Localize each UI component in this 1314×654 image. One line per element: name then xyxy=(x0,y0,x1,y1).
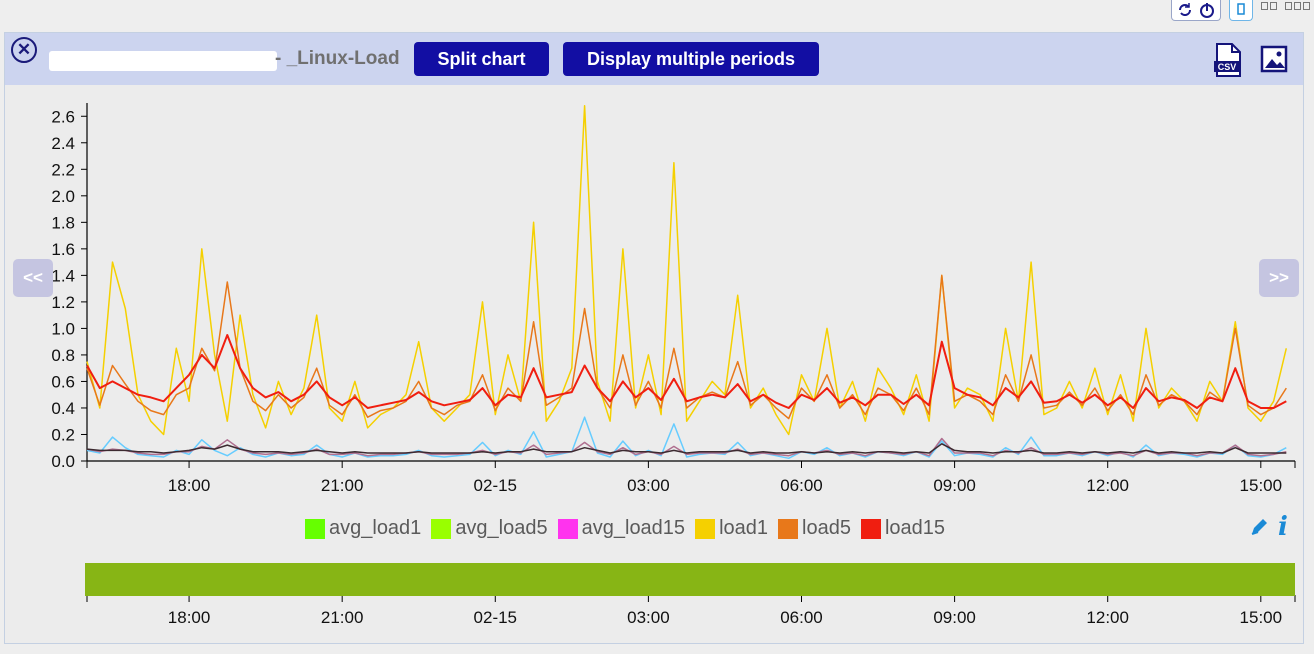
previous-period-button[interactable]: << xyxy=(13,259,53,297)
x-tick-label: 03:00 xyxy=(627,476,670,495)
two-column-layout-icon[interactable] xyxy=(1261,0,1277,10)
legend-item-load5[interactable]: load5 xyxy=(778,517,851,540)
legend-item-load15[interactable]: load15 xyxy=(860,517,945,540)
csv-export-icon[interactable]: CSV xyxy=(1213,43,1243,77)
overview-x-tick-label: 06:00 xyxy=(780,608,823,627)
chart-panel: ✕ - _Linux-Load Split chart Display mult… xyxy=(4,32,1304,644)
y-tick-label: 2.6 xyxy=(51,107,75,126)
legend-swatch xyxy=(431,518,452,539)
y-tick-label: 1.0 xyxy=(51,319,75,338)
y-tick-label: 0.0 xyxy=(51,452,75,471)
y-tick-label: 1.6 xyxy=(51,240,75,259)
y-tick-label: 0.2 xyxy=(51,425,75,444)
edit-pen-icon[interactable] xyxy=(1248,516,1270,538)
overview-x-tick-label: 09:00 xyxy=(933,608,976,627)
legend-item-avg_load1[interactable]: avg_load1 xyxy=(305,517,421,540)
power-icon[interactable] xyxy=(1198,1,1216,19)
overview-range-bar[interactable] xyxy=(85,563,1295,596)
next-period-button[interactable]: >> xyxy=(1259,259,1299,297)
x-tick-label: 21:00 xyxy=(321,476,364,495)
chart-tools: i xyxy=(1248,512,1288,542)
legend-label: avg_load5 xyxy=(455,517,548,539)
legend-swatch xyxy=(305,518,325,539)
refresh-icon[interactable] xyxy=(1176,1,1194,19)
top-toolbar xyxy=(1171,0,1310,22)
overview-x-tick-label: 15:00 xyxy=(1240,608,1283,627)
series-line-avg_load5 xyxy=(86,437,1287,457)
legend-swatch xyxy=(778,518,798,539)
legend-swatch xyxy=(695,518,716,539)
x-tick-label: 02-15 xyxy=(474,476,517,495)
legend-label: load15 xyxy=(884,517,945,539)
legend-item-avg_load15[interactable]: avg_load15 xyxy=(557,517,686,540)
x-tick-label: 12:00 xyxy=(1086,476,1129,495)
y-tick-label: 1.4 xyxy=(51,266,75,285)
legend-swatch xyxy=(860,518,881,539)
redacted-hostname xyxy=(49,51,277,71)
y-tick-label: 0.8 xyxy=(51,346,75,365)
csv-label: CSV xyxy=(1218,62,1237,72)
legend-label: load5 xyxy=(802,517,851,539)
x-tick-label: 09:00 xyxy=(933,476,976,495)
x-tick-label: 06:00 xyxy=(780,476,823,495)
refresh-power-group xyxy=(1171,0,1221,21)
legend-swatch xyxy=(557,518,578,539)
overview-x-tick-label: 03:00 xyxy=(627,608,670,627)
x-tick-label: 15:00 xyxy=(1240,476,1283,495)
overview-x-tick-label: 21:00 xyxy=(321,608,364,627)
overview-x-tick-label: 18:00 xyxy=(168,608,211,627)
single-layout-button[interactable] xyxy=(1229,0,1253,21)
series-line-avg_load15 xyxy=(86,443,1287,454)
series-line-avg_load1 xyxy=(86,416,1287,460)
panel-header: ✕ - _Linux-Load Split chart Display mult… xyxy=(5,33,1303,85)
overview-x-tick-label: 02-15 xyxy=(474,608,517,627)
load-chart: 0.0 0.2 0.4 0.6 0.8 1.0 1.2 1.4 1.6 1.8 2.0 2.2 2.4 2… xyxy=(51,103,1296,627)
x-tick-label: 18:00 xyxy=(168,476,211,495)
y-tick-label: 2.0 xyxy=(51,187,75,206)
series-line-load15 xyxy=(86,334,1287,409)
info-icon[interactable]: i xyxy=(1278,512,1288,542)
y-tick-label: 1.8 xyxy=(51,213,75,232)
close-icon[interactable]: ✕ xyxy=(11,37,37,63)
single-layout-icon xyxy=(1237,3,1245,15)
image-export-icon[interactable] xyxy=(1259,44,1289,74)
y-tick-label: 2.2 xyxy=(51,160,75,179)
chart-legend: avg_load1 avg_load5 avg_load15 load1 load5 lo… xyxy=(305,517,955,540)
panel-title: - _Linux-Load xyxy=(275,48,400,69)
three-column-layout-icon[interactable] xyxy=(1285,0,1310,10)
y-tick-label: 1.2 xyxy=(51,293,75,312)
overview-x-tick-label: 12:00 xyxy=(1086,608,1129,627)
legend-label: load1 xyxy=(719,517,768,539)
y-tick-label: 0.6 xyxy=(51,372,75,391)
y-tick-label: 0.4 xyxy=(51,399,75,418)
legend-label: avg_load1 xyxy=(329,517,422,539)
legend-item-avg_load5[interactable]: avg_load5 xyxy=(431,517,548,540)
legend-item-load1[interactable]: load1 xyxy=(695,517,768,540)
series-line-load1 xyxy=(86,104,1288,436)
y-tick-label: 2.4 xyxy=(51,134,75,153)
legend-label: avg_load15 xyxy=(581,517,686,539)
split-chart-button[interactable]: Split chart xyxy=(414,42,549,76)
display-multiple-periods-button[interactable]: Display multiple periods xyxy=(563,42,819,76)
